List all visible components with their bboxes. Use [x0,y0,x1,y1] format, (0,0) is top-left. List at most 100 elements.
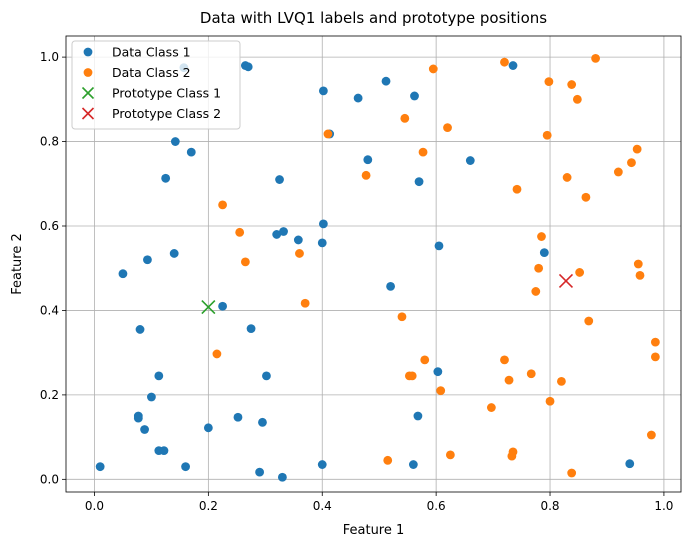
legend-marker-data-class-2 [83,68,93,77]
data-point [413,411,423,421]
data-point [243,62,253,72]
data-point [486,403,496,412]
data-point [272,230,282,239]
data-point [508,61,518,70]
y-axis-label: Feature 2 [10,233,25,295]
data-point [557,376,566,386]
data-point [161,173,171,183]
y-tick-label: 0.0 [40,472,59,486]
x-tick-label: 0.8 [540,499,559,513]
data-point [361,170,371,180]
data-point [133,413,143,423]
data-point [363,155,373,165]
data-point [386,281,395,291]
data-point [275,175,284,184]
data-point [317,460,327,469]
data-point [526,369,536,379]
data-point [420,355,430,365]
legend-marker-prototype-class-1 [81,86,95,100]
data-point [383,455,393,465]
y-axis-ticks: 0.0 0.2 0.4 0.6 0.8 1.0 [40,50,66,486]
data-point [504,375,514,385]
legend-label: Prototype Class 1 [112,86,221,101]
data-point [428,64,438,74]
data-point [181,462,190,472]
data-point [567,468,577,478]
data-point [613,167,623,177]
data-point [323,129,333,139]
prototype-marker [558,273,574,288]
data-point [591,53,600,63]
legend: Data Class 1 Data Class 2 Prototype Class … [71,40,241,130]
data-point [508,447,518,457]
axes-frame [65,35,682,493]
data-point [572,94,582,104]
data-point [318,219,328,229]
data-point [295,249,304,258]
legend-box [71,40,241,130]
grid [66,36,681,492]
data-point [418,147,428,157]
data-point [534,263,544,273]
legend-label: Prototype Class 2 [112,106,221,121]
data-point [246,324,256,333]
data-point [650,352,660,362]
chart-title: Data with LVQ1 labels and prototype posi… [200,9,547,27]
x-tick-label: 0.0 [85,499,104,513]
y-tick-label: 0.2 [40,388,59,402]
y-tick-label: 0.4 [40,303,59,317]
data-point [544,77,554,86]
x-tick-label: 0.2 [199,499,218,513]
data-point [240,257,250,267]
data-point [635,271,645,280]
data-point [567,80,577,89]
data-point [408,460,418,469]
x-tick-label: 0.6 [427,499,446,513]
data-point [118,269,128,279]
data-point [277,472,287,482]
data-point [159,446,169,456]
y-tick-label: 0.6 [40,219,59,233]
data-point [300,298,310,308]
data-point [317,238,327,248]
data-point [500,57,509,67]
data-point [414,177,424,187]
data-point [186,147,196,157]
data-point [143,255,152,265]
data-point [400,113,410,123]
data-point [293,235,303,245]
prototype-marker [201,300,216,315]
data-point [581,192,591,202]
data-point [218,301,227,311]
data-point [465,156,475,165]
legend-label: Data Class 1 [112,45,191,60]
data-point [381,76,391,86]
y-tick-label: 1.0 [40,50,59,64]
legend-marker-prototype-class-2 [81,107,95,120]
data-point [154,371,164,381]
data-point [410,91,419,101]
data-point [512,184,522,194]
data-point [212,349,222,359]
data-point [255,467,265,477]
x-tick-label: 1.0 [654,499,673,513]
data-point [445,450,455,460]
legend-marker-data-class-1 [83,47,93,57]
data-point [575,268,585,277]
data-point [258,417,267,427]
legend-label: Data Class 2 [112,65,191,80]
data-point [539,248,549,257]
y-tick-label: 0.8 [40,135,59,149]
data-point [632,144,642,154]
data-points [95,53,660,482]
data-point [397,312,407,322]
data-point [646,430,656,440]
data-point [650,337,660,347]
data-point [235,227,245,237]
data-point [633,259,643,269]
data-point [537,232,546,241]
data-point [500,355,509,365]
data-point [233,412,243,422]
data-point [434,241,444,251]
